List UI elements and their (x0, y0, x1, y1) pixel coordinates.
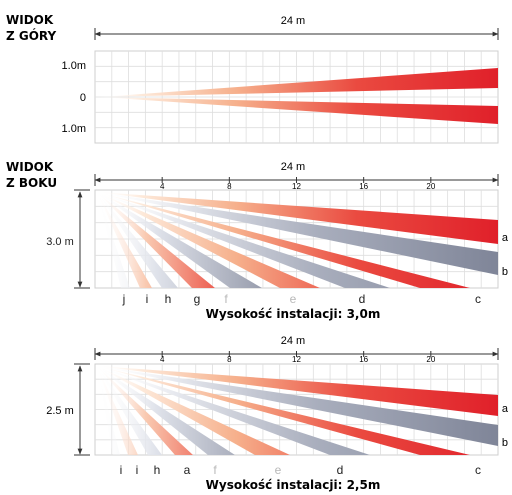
low-beam-c (97, 366, 470, 455)
side-zone-letter: d (359, 292, 366, 306)
low-beam-j (97, 366, 120, 455)
low-zone-letter: h (154, 463, 161, 477)
beam-label-a: a (502, 232, 509, 244)
low-beam-label-a: a (502, 403, 509, 415)
beam-c (97, 192, 470, 288)
side-zone-letter: g (194, 292, 201, 306)
low-length-label: 24 m (281, 335, 305, 347)
side-length-label: 24 m (281, 161, 305, 173)
low-beam-h (97, 366, 162, 455)
side-zone-letter: j (122, 292, 126, 306)
side-view-title-2: Z BOKU (6, 176, 57, 190)
low-zone-letter: c (475, 463, 481, 477)
low-tick-label: 20 (426, 355, 435, 364)
low-beam-g (97, 366, 193, 455)
low-height-label: 2.5 m (46, 405, 74, 417)
side-zone-letter: i (146, 292, 149, 306)
top-view-title-1: WIDOK (6, 13, 54, 27)
low-beam-label-b: b (502, 437, 508, 449)
top-view-grid (94, 50, 499, 144)
top-beam-upper (100, 68, 498, 97)
top-row-label-center: 0 (80, 92, 86, 104)
low-tick-label: 4 (160, 355, 165, 364)
side-tick-label: 12 (292, 182, 301, 191)
beam-label-b: b (502, 266, 508, 278)
top-beam-lower (100, 97, 498, 124)
beam-b (97, 192, 498, 275)
beam-g (97, 192, 215, 288)
side-tick-label: 4 (160, 182, 165, 191)
side-zone-letter: e (290, 292, 297, 306)
low-zone-letter: f (213, 463, 217, 477)
side-tick-label: 20 (426, 182, 435, 191)
side-view-title-1: WIDOK (6, 160, 54, 174)
top-length-label: 24 m (281, 15, 305, 27)
low-zone-letter: i (120, 463, 123, 477)
low-tick-label: 16 (359, 355, 368, 364)
beam-a (97, 192, 498, 244)
low-beam-d (97, 366, 370, 455)
side-view-beams (97, 192, 498, 288)
side-tick-label: 16 (359, 182, 368, 191)
low-beam-f (97, 366, 235, 455)
beam-e (97, 192, 320, 288)
beam-f (97, 192, 262, 288)
low-zone-letter: i (136, 463, 139, 477)
top-row-label-lower: 1.0m (62, 123, 86, 135)
low-beam-b (97, 366, 498, 446)
side-zone-letter: c (475, 292, 481, 306)
low-view-beams (97, 366, 498, 455)
low-tick-label: 12 (292, 355, 301, 364)
side-zone-letter: h (165, 292, 172, 306)
low-beam-a (97, 366, 498, 416)
low-beam-e (97, 366, 290, 455)
top-view-title-2: Z GÓRY (6, 28, 57, 43)
top-row-label-upper: 1.0m (62, 60, 86, 72)
beam-j (97, 192, 130, 288)
beam-i (97, 192, 152, 288)
side-zone-letter: f (224, 292, 228, 306)
beam-h (97, 192, 178, 288)
low-tick-label: 8 (227, 355, 232, 364)
side-tick-label: 8 (227, 182, 232, 191)
side-height-label: 3.0 m (46, 236, 74, 248)
beam-d (97, 192, 390, 288)
caption-3m: Wysokość instalacji: 3,0m (206, 307, 381, 321)
low-zone-letter: d (337, 463, 344, 477)
low-beam-i (97, 366, 138, 455)
low-zone-letter: e (275, 463, 282, 477)
caption-2-5m: Wysokość instalacji: 2,5m (206, 478, 381, 492)
low-zone-letter: a (184, 463, 191, 477)
